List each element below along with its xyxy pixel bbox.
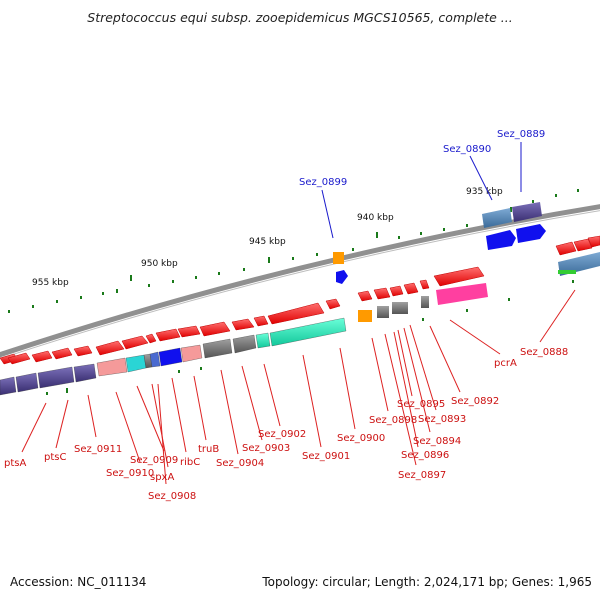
map-title: Streptococcus equi subsp. zooepidemicus … [87,10,513,25]
tick-label-945: 945 kbp [249,237,286,247]
label-ptsA[interactable]: ptsA [4,458,26,469]
label-spxA[interactable]: spxA [150,472,174,483]
label-sez-0888[interactable]: Sez_0888 [520,347,568,358]
gene-arrow [267,302,325,325]
gene-arrow [51,347,73,360]
reverse-genes [0,317,347,396]
gene-arrow [357,290,373,302]
gene-orange [358,310,372,322]
genome-backbone [0,204,600,358]
gene-arrow [403,282,419,295]
gene-blue-arrow [516,224,546,243]
red-leaders [21,289,576,485]
gene-sez-0890 [482,208,512,228]
gene-arrow [177,325,201,338]
tick-label-950: 950 kbp [141,259,178,269]
gene-arrow [199,321,231,337]
label-sez-0898[interactable]: Sez_0898 [369,415,417,426]
label-sez-0902[interactable]: Sez_0902 [258,429,306,440]
gene-arrow [373,287,391,300]
red-labels: ptsA ptsC Sez_0911 Sez_0910 Sez_0909 spx… [4,347,568,502]
tick-label-935: 935 kbp [466,187,503,197]
label-pcrA[interactable]: pcrA [494,358,517,369]
forward-genes [0,235,600,365]
accession-text: Accession: NC_011134 [10,575,147,589]
gene-sez-0889 [512,202,542,222]
gene-arrow [7,352,31,365]
gene-green [558,270,576,274]
label-sez-0910[interactable]: Sez_0910 [106,468,154,479]
gene-arrow [419,279,430,290]
gene-blue-arrow [486,230,516,250]
gene-arrow [231,318,255,331]
gene-arrow [433,266,485,287]
label-sez-0893[interactable]: Sez_0893 [418,414,466,425]
label-sez-0908[interactable]: Sez_0908 [148,491,196,502]
scale-dots [8,189,579,395]
gene-arrow [573,238,593,252]
label-sez-0904[interactable]: Sez_0904 [216,458,264,469]
label-sez-0903[interactable]: Sez_0903 [242,443,290,454]
gene-arrow [155,328,181,342]
gene-sez-0899-blue [336,270,348,284]
label-sez-0897[interactable]: Sez_0897 [398,470,446,481]
gene-arrow [145,333,157,344]
blue-leaders [321,142,522,239]
gene-gray [421,296,429,308]
label-sez-0890[interactable]: Sez_0890 [443,144,491,155]
gene-gray [377,306,389,318]
gene-arrow [555,241,577,256]
gene-arrow [325,298,341,310]
label-ribC[interactable]: ribC [180,457,200,468]
gene-gray [392,302,408,314]
gene-arrow [389,285,404,297]
gene-arrow [95,340,125,356]
label-sez-0900[interactable]: Sez_0900 [337,433,385,444]
label-sez-0889[interactable]: Sez_0889 [497,129,545,140]
gene-sez-0899-orange [333,252,344,264]
gene-arrow [31,350,53,363]
gene-arrow [587,235,600,248]
label-sez-0896[interactable]: Sez_0896 [401,450,449,461]
gene-pcrA [436,283,488,305]
gene-arrow [253,315,269,327]
tick-label-940: 940 kbp [357,213,394,223]
label-sez-0895[interactable]: Sez_0895 [397,399,445,410]
label-truB[interactable]: truB [198,444,219,455]
label-ptsC[interactable]: ptsC [44,452,66,463]
label-sez-0899[interactable]: Sez_0899 [299,177,347,188]
label-sez-0892[interactable]: Sez_0892 [451,396,499,407]
label-sez-0909[interactable]: Sez_0909 [130,455,178,466]
gene-arrow [73,345,93,357]
tick-label-955: 955 kbp [32,278,69,288]
label-sez-0894[interactable]: Sez_0894 [413,436,461,447]
summary-text: Topology: circular; Length: 2,024,171 bp… [262,575,592,589]
gene-arrow [121,335,149,350]
label-sez-0901[interactable]: Sez_0901 [302,451,350,462]
label-sez-0911[interactable]: Sez_0911 [74,444,122,455]
